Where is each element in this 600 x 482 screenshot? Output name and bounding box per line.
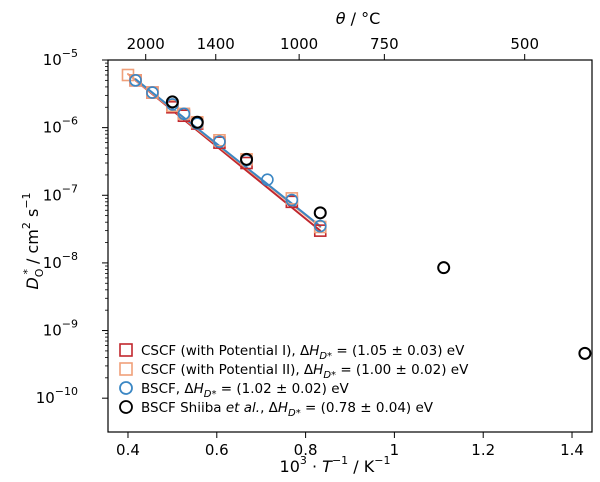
plot-border xyxy=(107,59,593,433)
x-tick-label: 0.8 xyxy=(294,441,318,459)
data-markers xyxy=(121,68,592,360)
legend-entry: BSCF, ΔHD* = (1.02 ± 0.02) eV xyxy=(141,381,350,400)
data-point xyxy=(190,115,204,129)
x-tick-label: 1.2 xyxy=(471,441,495,459)
x-tick-label: 0.6 xyxy=(205,441,229,459)
top-axis-label: θ / °C xyxy=(336,9,381,28)
data-point xyxy=(313,219,327,233)
top-tick-label: 1000 xyxy=(280,35,318,53)
y-tick-label: 10−9 xyxy=(43,318,78,340)
data-point xyxy=(578,346,592,360)
x-tick-label: 0.4 xyxy=(116,441,140,459)
top-tick-label: 750 xyxy=(370,35,399,53)
data-point xyxy=(285,193,299,207)
data-point xyxy=(261,173,274,186)
legend-marker xyxy=(119,400,133,414)
data-point xyxy=(240,152,254,166)
top-tick-label: 500 xyxy=(510,35,539,53)
x-tick-label: 1 xyxy=(390,441,400,459)
legend-entry: BSCF Shiiba et al., ΔHD* = (0.78 ± 0.04)… xyxy=(141,400,434,419)
legend-marker xyxy=(119,381,133,395)
y-tick-label: 10−6 xyxy=(43,115,78,137)
legend-marker xyxy=(119,362,133,376)
data-point xyxy=(437,261,451,275)
top-tick-label: 1400 xyxy=(197,35,235,53)
y-tick-label: 10−7 xyxy=(43,182,78,204)
axis-ticks: 0.4 0.6 0.8 1 1.2 1.4 10−10 10−9 10−8 10−7 10−6 10−… xyxy=(36,35,584,459)
y-axis-label: DO* / cm2 s−1 xyxy=(20,192,46,289)
y-tick-label: 10−8 xyxy=(43,250,78,272)
x-axis-label: 103 · T−1 / K−1 xyxy=(280,454,391,476)
y-tick-label: 10−10 xyxy=(36,385,78,407)
plot-frame xyxy=(107,59,593,433)
data-point xyxy=(313,206,327,220)
legend-entry: CSCF (with Potential II), ΔHD* = (1.00 ±… xyxy=(141,362,469,381)
legend-entry: CSCF (with Potential I), ΔHD* = (1.05 ± … xyxy=(141,343,465,362)
data-point xyxy=(165,95,179,109)
top-tick-label: 2000 xyxy=(127,35,165,53)
axis-labels: 103 · T−1 / K−1 θ / °C DO* / cm2 s−1 xyxy=(20,9,390,476)
data-point xyxy=(146,86,159,99)
data-point xyxy=(129,74,142,87)
legend-marker xyxy=(119,343,133,357)
data-point xyxy=(177,107,191,121)
legend: CSCF (with Potential I), ΔHD* = (1.05 ± … xyxy=(119,343,469,419)
x-tick-label: 1.4 xyxy=(560,441,584,459)
data-point xyxy=(213,135,226,148)
y-tick-label: 10−5 xyxy=(43,47,78,69)
